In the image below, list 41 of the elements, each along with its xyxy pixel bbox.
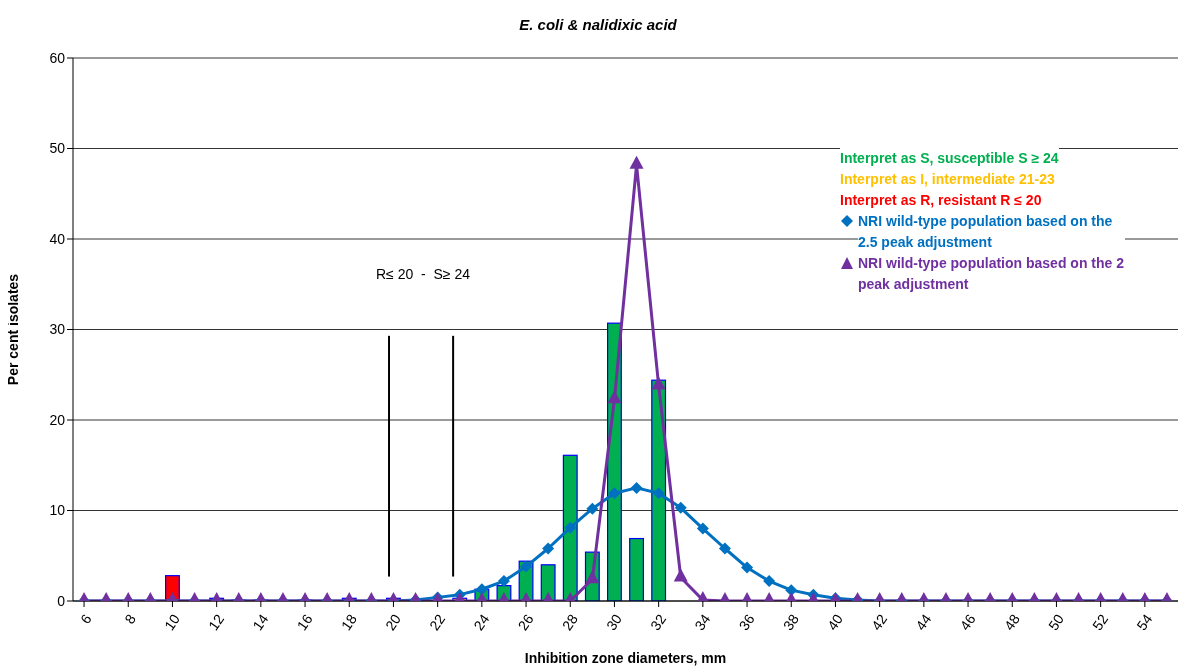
x-tick-label: 20 [382,611,405,634]
x-tick-label: 46 [956,611,979,634]
x-tick-label: 24 [470,611,493,634]
x-tick-label: 42 [868,611,891,634]
x-tick-label: 40 [824,611,847,634]
x-tick-label: 12 [205,611,228,634]
y-tick-label: 50 [49,140,66,157]
x-tick-label: 50 [1045,611,1068,634]
x-tick-label: 34 [691,611,714,634]
x-tick-label: 8 [121,611,139,627]
x-tick-label: 26 [514,611,537,634]
x-tick-label: 18 [337,611,360,634]
x-tick-label: 54 [1133,611,1156,634]
y-tick-label: 40 [49,230,66,247]
x-tick-label: 38 [779,611,802,634]
y-tick-label: 60 [49,49,66,66]
x-tick-label: 52 [1089,611,1112,634]
y-tick-label: 0 [57,592,66,609]
y-tick-label: 10 [49,502,66,519]
x-tick-label: 22 [426,611,449,634]
x-tick-label: 6 [77,611,95,627]
x-tick-label: 14 [249,611,272,634]
x-tick-label: 44 [912,611,935,634]
chart-title: E. coli & nalidixic acid [518,16,678,33]
x-tick-label: 30 [603,611,626,634]
x-tick-label: 36 [735,611,758,634]
x-tick-label: 10 [161,611,184,634]
x-tick-label: 48 [1000,611,1023,634]
legend-label: NRI wild-type population based on the 2.5 peak adjustment [858,211,1125,253]
text: Interpret as S, susceptible S ≥ 24 [840,148,1059,169]
y-tick-label: 20 [49,411,66,428]
x-tick-label: 16 [293,611,316,634]
text: Interpret as R, resistant R ≤ 20 [840,190,1042,211]
y-axis-title: Per cent isolates [4,273,21,386]
annotation: R≤ 20 - S≥ 24 [376,266,470,282]
legend-label: NRI wild-type population based on the 2 peak adjustment [858,253,1125,295]
x-tick-label: 28 [558,611,581,634]
x-axis-title: Inhibition zone diameters, mm [523,650,728,666]
y-tick-label: 30 [49,321,66,338]
text: Interpret as I, intermediate 21-23 [840,169,1055,190]
x-tick-label: 32 [647,611,670,634]
